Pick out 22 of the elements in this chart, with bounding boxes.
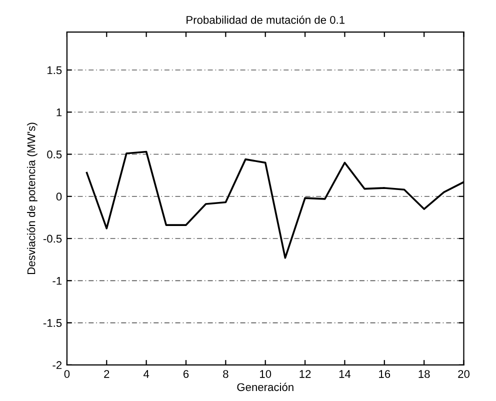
x-tick-label: 18 bbox=[418, 370, 430, 378]
y-tick-label: -1.5 bbox=[43, 319, 62, 327]
y-tick-label: 0 bbox=[56, 192, 62, 201]
x-tick-label: 2 bbox=[104, 370, 110, 378]
y-tick-label: -2 bbox=[52, 361, 62, 369]
y-tick-label: 1 bbox=[56, 108, 62, 116]
x-tick-label: 4 bbox=[143, 370, 150, 378]
y-tick-label: -1 bbox=[52, 277, 62, 285]
chart-title: Probabilidad de mutación de 0.1 bbox=[186, 16, 345, 24]
x-axis-title: Generación bbox=[237, 382, 294, 392]
x-tick-label: 16 bbox=[379, 370, 390, 378]
y-tick-label: -0.5 bbox=[43, 234, 62, 243]
y-tick-label: 1.5 bbox=[48, 66, 62, 74]
x-tick-label: 14 bbox=[339, 370, 351, 378]
x-tick-label: 8 bbox=[223, 370, 228, 378]
x-tick-label: 6 bbox=[183, 370, 189, 378]
y-axis-title: Desviación de potencia (MW's) bbox=[26, 122, 38, 274]
y-tick-label: 0.5 bbox=[47, 150, 62, 158]
x-tick-label: 0 bbox=[64, 370, 70, 378]
x-tick-label: 20 bbox=[458, 370, 470, 378]
x-tick-label: 10 bbox=[260, 370, 272, 378]
x-tick-label: 12 bbox=[300, 370, 311, 378]
